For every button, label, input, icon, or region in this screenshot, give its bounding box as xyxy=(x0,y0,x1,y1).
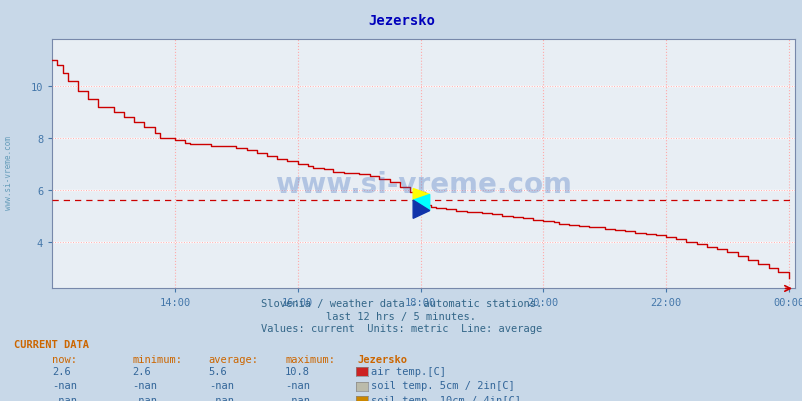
Polygon shape xyxy=(413,195,429,211)
Text: -nan: -nan xyxy=(285,380,310,390)
Text: -nan: -nan xyxy=(132,380,157,390)
Text: -nan: -nan xyxy=(132,395,157,401)
Text: www.si-vreme.com: www.si-vreme.com xyxy=(275,170,571,198)
Text: maximum:: maximum: xyxy=(285,354,334,364)
Text: -nan: -nan xyxy=(209,380,233,390)
Text: -nan: -nan xyxy=(285,395,310,401)
Text: Jezersko: Jezersko xyxy=(367,14,435,28)
Polygon shape xyxy=(413,200,429,219)
Text: -nan: -nan xyxy=(52,395,77,401)
Text: 2.6: 2.6 xyxy=(132,366,151,376)
Text: soil temp. 10cm / 4in[C]: soil temp. 10cm / 4in[C] xyxy=(371,395,520,401)
Polygon shape xyxy=(413,189,429,200)
Text: soil temp. 5cm / 2in[C]: soil temp. 5cm / 2in[C] xyxy=(371,380,514,390)
Text: last 12 hrs / 5 minutes.: last 12 hrs / 5 minutes. xyxy=(326,311,476,321)
Text: now:: now: xyxy=(52,354,77,364)
Text: -nan: -nan xyxy=(52,380,77,390)
Text: -nan: -nan xyxy=(209,395,233,401)
Text: www.si-vreme.com: www.si-vreme.com xyxy=(3,136,13,209)
Text: air temp.[C]: air temp.[C] xyxy=(371,366,445,376)
Text: Jezersko: Jezersko xyxy=(357,354,407,364)
Text: 10.8: 10.8 xyxy=(285,366,310,376)
Text: average:: average: xyxy=(209,354,258,364)
Text: minimum:: minimum: xyxy=(132,354,182,364)
Text: CURRENT DATA: CURRENT DATA xyxy=(14,339,89,349)
Text: Slovenia / weather data - automatic stations.: Slovenia / weather data - automatic stat… xyxy=(261,299,541,309)
Text: 2.6: 2.6 xyxy=(52,366,71,376)
Text: 5.6: 5.6 xyxy=(209,366,227,376)
Text: Values: current  Units: metric  Line: average: Values: current Units: metric Line: aver… xyxy=(261,323,541,333)
